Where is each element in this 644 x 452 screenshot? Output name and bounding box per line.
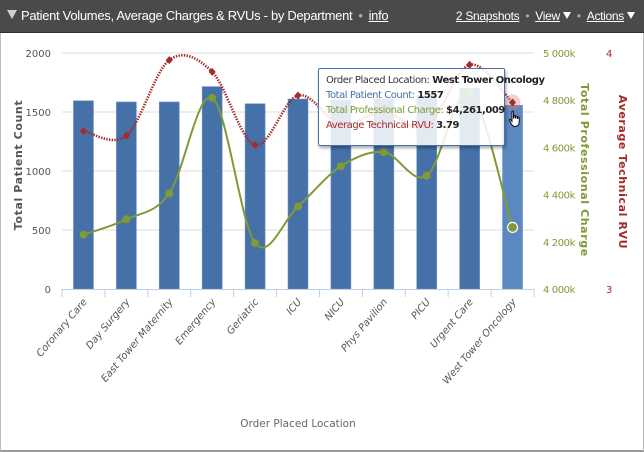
tooltip-count-row: Total Patient Count: 1557 <box>326 88 504 103</box>
collapse-triangle-icon[interactable] <box>7 10 17 19</box>
right-axis-rvu-tick-label: 4 <box>606 49 612 60</box>
header-actions: 2 Snapshots • View • Actions <box>456 9 635 23</box>
x-axis-tick-label: East Tower Maternity <box>99 296 176 385</box>
separator-dot: • <box>525 9 530 23</box>
view-caret-icon[interactable] <box>562 12 571 19</box>
charge-marker <box>79 230 88 239</box>
chart-tooltip: Order Placed Location: West Tower Oncolo… <box>318 68 545 146</box>
separator-dot: • <box>358 8 363 23</box>
info-link[interactable]: info <box>368 8 389 23</box>
x-axis-tick-label: West Tower Oncology <box>441 296 520 387</box>
chart-title: Patient Volumes, Average Charges & RVUs … <box>21 8 353 23</box>
left-axis-tick-label: 500 <box>32 226 51 237</box>
left-axis-tick-label: 2000 <box>26 49 51 60</box>
bar <box>201 86 223 290</box>
left-y-axis: 0 500 1000 1500 2000 <box>26 49 51 296</box>
rvu-marker <box>466 60 474 69</box>
right-axis-charge-tick-label: 4 400k <box>543 191 576 202</box>
right-axis-charge-tick-label: 5 000k <box>543 49 576 60</box>
charge-marker <box>336 162 345 171</box>
left-axis-tick-label: 1000 <box>26 167 51 178</box>
right-axis-charge-tick-label: 4 200k <box>543 238 576 249</box>
rvu-marker <box>294 91 302 100</box>
right-axis-title-rvu: Average Technical RVU <box>616 95 629 249</box>
bar <box>287 98 309 290</box>
x-axis-tick-label: Phys Pavilion <box>340 297 391 354</box>
tooltip-rvu-row: Average Technical RVU: 3.79 <box>326 118 504 133</box>
tooltip-charge-label: Total Professional Charge: <box>326 105 444 116</box>
charge-marker <box>506 221 519 234</box>
x-axis-tick-label: Emergency <box>174 296 219 347</box>
bar <box>244 103 266 290</box>
view-menu-label: View <box>535 9 560 23</box>
rvu-marker <box>122 131 130 140</box>
left-axis-tick-label: 1500 <box>26 108 51 119</box>
right-axis-rvu-tick-label: 3 <box>606 285 612 296</box>
tooltip-rvu-value: 3.79 <box>436 120 459 131</box>
x-axis-tick-label: Coronary Care <box>35 297 90 360</box>
right-axis-charge-tick-label: 4 000k <box>543 285 576 296</box>
right-axis-title-charge: Total Professional Charge <box>578 83 591 257</box>
charge-marker <box>208 93 217 102</box>
x-axis-tick-label: Day Surgery <box>84 296 133 352</box>
x-axis-tick-label: ICU <box>285 296 305 317</box>
tooltip-location-label: Order Placed Location: <box>326 75 430 86</box>
charge-marker <box>422 171 431 180</box>
tooltip-charge-row: Total Professional Charge: $4,261,009 <box>326 103 505 118</box>
tooltip-charge-value: $4,261,009 <box>446 105 505 116</box>
right-y-axis-rvu: 34 <box>606 49 612 296</box>
hand-cursor-icon <box>508 110 520 127</box>
rvu-marker <box>509 98 517 107</box>
tooltip-count-value: 1557 <box>417 90 444 101</box>
separator-dot: • <box>576 9 581 23</box>
x-axis-tick-label: Urgent Care <box>428 297 475 351</box>
right-axis-charge-tick-label: 4 600k <box>543 143 576 154</box>
x-axis-tick-label: PICU <box>410 296 434 321</box>
tooltip-rvu-label: Average Technical RVU: <box>326 120 434 131</box>
actions-caret-icon[interactable] <box>627 12 635 19</box>
x-axis-title: Order Placed Location <box>240 418 356 430</box>
right-axis-charge-tick-label: 4 800k <box>543 96 576 107</box>
charge-marker <box>251 238 260 247</box>
charge-marker <box>379 148 388 157</box>
charge-marker <box>122 215 131 224</box>
view-menu[interactable]: View <box>535 9 560 23</box>
charge-marker <box>165 189 174 198</box>
rvu-marker <box>79 126 87 135</box>
x-axis-tick-label: Geriatric <box>225 296 262 337</box>
rvu-marker <box>165 56 173 65</box>
x-axis-tick-label: NICU <box>323 296 348 323</box>
actions-menu[interactable]: Actions <box>586 9 625 23</box>
snapshots-link[interactable]: 2 Snapshots <box>455 9 520 23</box>
actions-menu-label: Actions <box>586 9 625 23</box>
tooltip-count-label: Total Patient Count: <box>326 90 415 101</box>
bar <box>116 101 137 290</box>
tooltip-location-value: West Tower Oncology <box>432 75 545 86</box>
charge-marker <box>294 202 302 211</box>
tooltip-location-row: Order Placed Location: West Tower Oncolo… <box>326 73 545 88</box>
panel-header: Patient Volumes, Average Charges & RVUs … <box>0 0 644 33</box>
panel-title: Patient Volumes, Average Charges & RVUs … <box>21 8 389 23</box>
right-y-axis-charge: 4 000k 4 200k 4 400k 4 600k 4 800k 5 000k <box>543 49 576 296</box>
left-axis-tick-label: 0 <box>45 285 51 296</box>
rvu-marker <box>251 141 259 150</box>
rvu-marker <box>208 67 216 76</box>
left-axis-title: Total Patient Count <box>12 100 25 230</box>
